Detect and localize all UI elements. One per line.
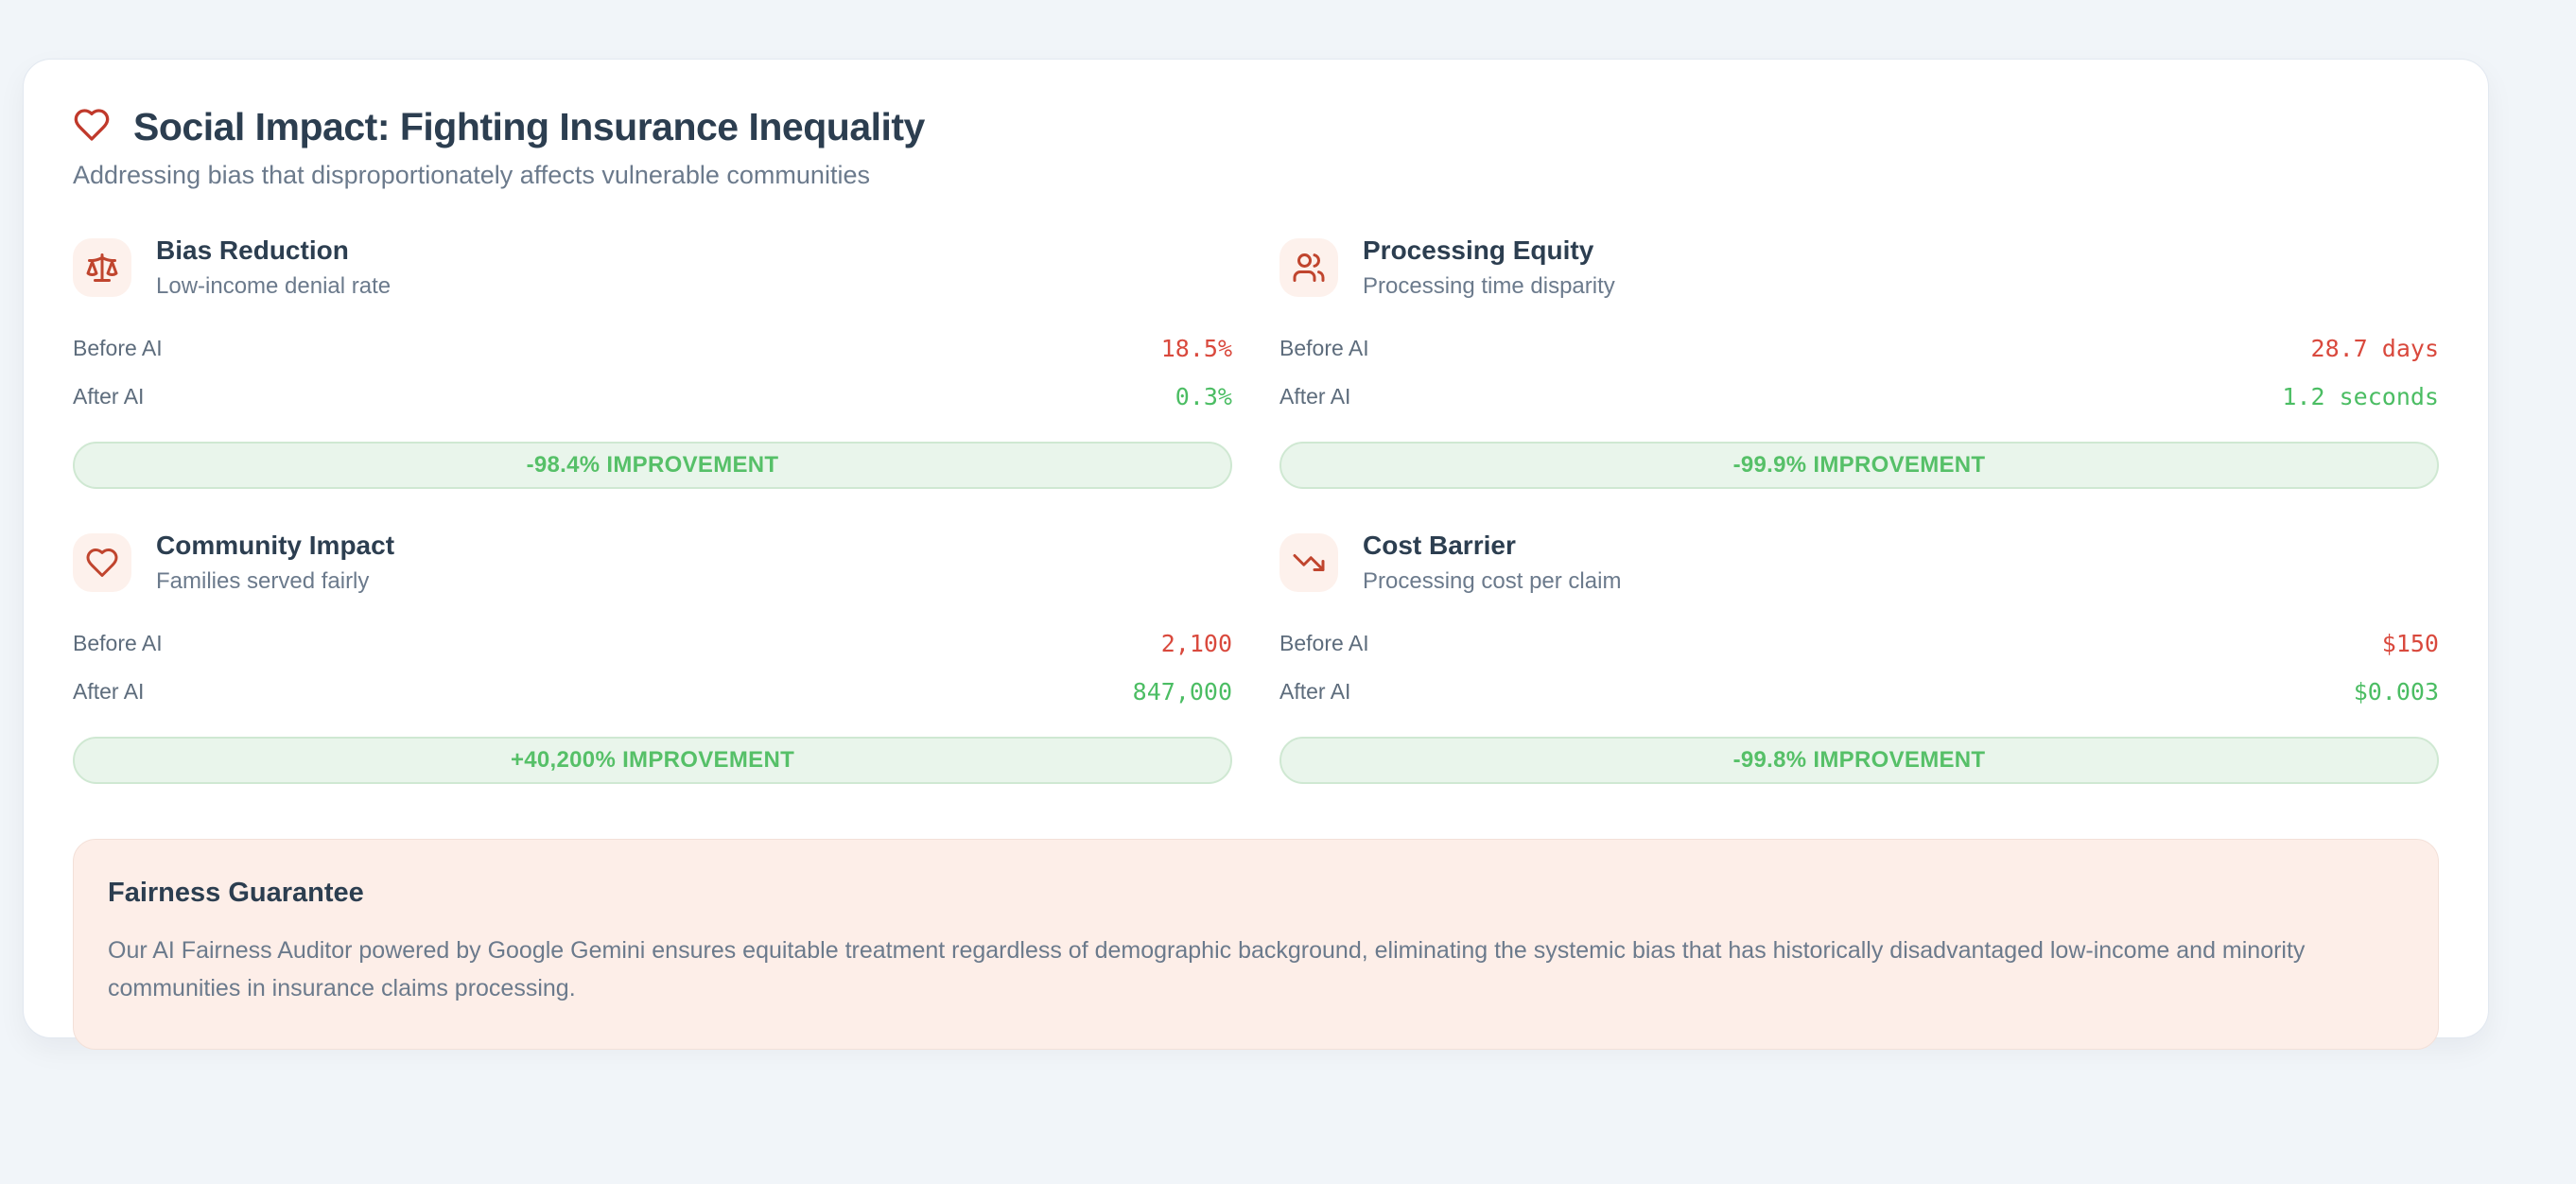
after-ai-value: 0.3% bbox=[1175, 383, 1232, 410]
before-ai-row: Before AI $150 bbox=[1279, 619, 2439, 668]
metric-card: Processing Equity Processing time dispar… bbox=[1279, 235, 2439, 489]
metric-rows: Before AI 28.7 days After AI 1.2 seconds bbox=[1279, 324, 2439, 421]
before-ai-label: Before AI bbox=[73, 336, 163, 360]
after-ai-value: 1.2 seconds bbox=[2282, 383, 2439, 410]
before-ai-value: 2,100 bbox=[1160, 630, 1232, 657]
trending-down-icon bbox=[1279, 533, 1338, 592]
before-ai-row: Before AI 18.5% bbox=[73, 324, 1232, 373]
after-ai-row: After AI 0.3% bbox=[73, 373, 1232, 421]
metric-card: Cost Barrier Processing cost per claim B… bbox=[1279, 531, 2439, 784]
metric-subtitle: Low-income denial rate bbox=[156, 273, 392, 299]
metric-header: Community Impact Families served fairly bbox=[73, 531, 1232, 595]
improvement-badge: -98.4% IMPROVEMENT bbox=[73, 442, 1232, 489]
metric-header: Bias Reduction Low-income denial rate bbox=[73, 235, 1232, 300]
after-ai-label: After AI bbox=[73, 384, 145, 409]
metric-subtitle: Families served fairly bbox=[156, 568, 370, 594]
metric-subtitle: Processing time disparity bbox=[1363, 273, 1615, 299]
heart-icon bbox=[73, 106, 111, 148]
after-ai-value: 847,000 bbox=[1132, 678, 1232, 705]
before-ai-value: $150 bbox=[2381, 630, 2439, 657]
after-ai-label: After AI bbox=[73, 679, 145, 704]
metric-rows: Before AI $150 After AI $0.003 bbox=[1279, 619, 2439, 716]
after-ai-row: After AI $0.003 bbox=[1279, 668, 2439, 716]
after-ai-row: After AI 1.2 seconds bbox=[1279, 373, 2439, 421]
metric-title: Processing Equity bbox=[1363, 235, 1594, 265]
before-ai-row: Before AI 2,100 bbox=[73, 619, 1232, 668]
fairness-body: Our AI Fairness Auditor powered by Googl… bbox=[108, 937, 2306, 1001]
metric-titles: Community Impact Families served fairly bbox=[156, 531, 394, 595]
metric-rows: Before AI 2,100 After AI 847,000 bbox=[73, 619, 1232, 716]
page-subtitle: Addressing bias that disproportionately … bbox=[73, 161, 870, 189]
scale-icon bbox=[73, 238, 131, 297]
metric-header: Processing Equity Processing time dispar… bbox=[1279, 235, 2439, 300]
title-row: Social Impact: Fighting Insurance Inequa… bbox=[73, 105, 2439, 149]
metric-subtitle: Processing cost per claim bbox=[1363, 568, 1622, 594]
users-icon bbox=[1279, 238, 1338, 297]
improvement-badge: +40,200% IMPROVEMENT bbox=[73, 737, 1232, 784]
before-ai-row: Before AI 28.7 days bbox=[1279, 324, 2439, 373]
before-ai-value: 18.5% bbox=[1160, 335, 1232, 362]
fairness-title: Fairness Guarantee bbox=[108, 878, 364, 908]
before-ai-value: 28.7 days bbox=[2310, 335, 2439, 362]
metric-card: Bias Reduction Low-income denial rate Be… bbox=[73, 235, 1232, 489]
after-ai-label: After AI bbox=[1279, 384, 1351, 409]
metric-rows: Before AI 18.5% After AI 0.3% bbox=[73, 324, 1232, 421]
improvement-badge: -99.9% IMPROVEMENT bbox=[1279, 442, 2439, 489]
fairness-panel: Fairness Guarantee Our AI Fairness Audit… bbox=[73, 839, 2439, 1050]
metric-title: Community Impact bbox=[156, 531, 395, 560]
metric-title: Bias Reduction bbox=[156, 235, 349, 265]
metric-header: Cost Barrier Processing cost per claim bbox=[1279, 531, 2439, 595]
before-ai-label: Before AI bbox=[1279, 336, 1369, 360]
page-title: Social Impact: Fighting Insurance Inequa… bbox=[133, 105, 925, 148]
metric-card: Community Impact Families served fairly … bbox=[73, 531, 1232, 784]
metric-titles: Bias Reduction Low-income denial rate bbox=[156, 235, 391, 300]
before-ai-label: Before AI bbox=[1279, 631, 1369, 655]
metric-title: Cost Barrier bbox=[1363, 531, 1516, 560]
improvement-badge: -99.8% IMPROVEMENT bbox=[1279, 737, 2439, 784]
after-ai-value: $0.003 bbox=[2353, 678, 2439, 705]
metric-titles: Cost Barrier Processing cost per claim bbox=[1363, 531, 1621, 595]
heart-icon bbox=[73, 533, 131, 592]
card-header: Social Impact: Fighting Insurance Inequa… bbox=[73, 105, 2439, 190]
metrics-grid: Bias Reduction Low-income denial rate Be… bbox=[73, 235, 2439, 784]
metric-titles: Processing Equity Processing time dispar… bbox=[1363, 235, 1615, 300]
social-impact-card: Social Impact: Fighting Insurance Inequa… bbox=[23, 59, 2489, 1050]
before-ai-label: Before AI bbox=[73, 631, 163, 655]
after-ai-row: After AI 847,000 bbox=[73, 668, 1232, 716]
after-ai-label: After AI bbox=[1279, 679, 1351, 704]
